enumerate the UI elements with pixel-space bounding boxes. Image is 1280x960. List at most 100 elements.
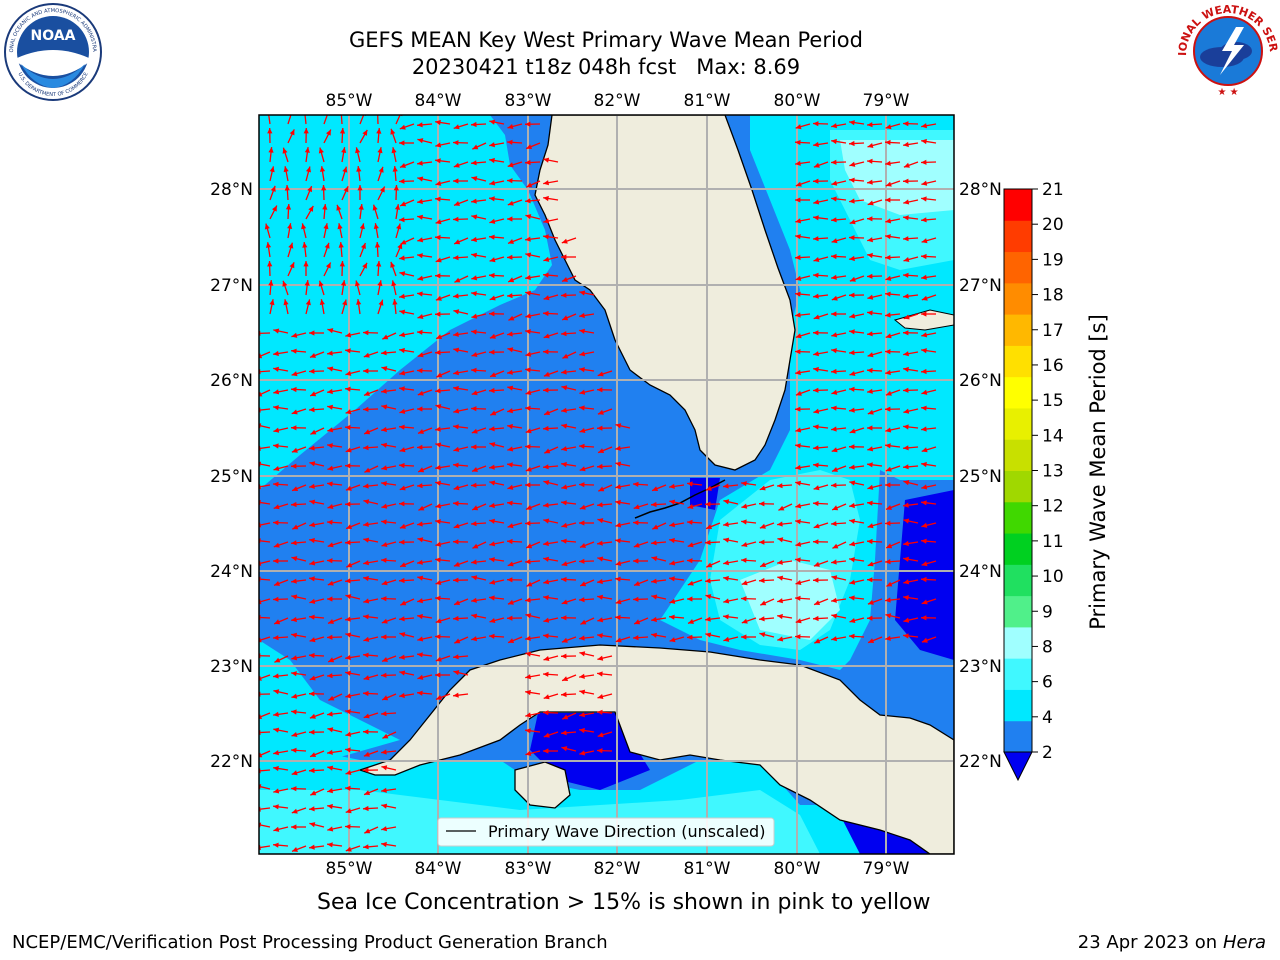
wave-arrow-head	[831, 447, 838, 453]
wave-arrow-head	[525, 367, 531, 373]
wave-arrow-head	[489, 257, 496, 263]
wave-arrow-head	[525, 252, 532, 258]
wave-arrow-head	[543, 387, 549, 393]
wave-arrow-head	[903, 617, 910, 623]
wave-arrow-head	[453, 408, 460, 414]
wave-arrow-head	[327, 765, 334, 771]
wave-arrow-head	[777, 613, 783, 620]
wave-arrow-head	[795, 275, 802, 281]
wave-arrow-head	[795, 618, 802, 624]
wave-arrow-head	[543, 710, 549, 716]
wave-arrow-head	[543, 272, 549, 278]
colorbar-segment	[1004, 282, 1032, 315]
wave-arrow-head	[283, 299, 289, 306]
wave-arrow-head	[273, 328, 280, 334]
wave-arrow-head	[310, 790, 317, 796]
wave-arrow-head	[831, 575, 838, 581]
wave-arrow-head	[562, 676, 569, 681]
wave-arrow-head	[723, 560, 729, 566]
wave-arrow-head	[363, 483, 369, 489]
wave-arrow-head	[489, 557, 495, 563]
wave-arrow-head	[453, 385, 459, 392]
wave-arrow-head	[831, 311, 837, 317]
wave-arrow-head	[507, 423, 513, 430]
lat-label-left: 23°N	[210, 657, 253, 677]
wave-arrow-head	[831, 217, 837, 223]
wave-arrow-head	[417, 237, 424, 243]
lat-label-right: 27°N	[959, 276, 1002, 296]
wave-arrow-head	[813, 366, 819, 373]
wave-arrow-head	[417, 291, 423, 297]
wave-arrow-head	[885, 482, 891, 488]
wave-arrow-head	[288, 242, 294, 249]
wave-arrow-head	[345, 632, 352, 638]
wave-arrow-head	[543, 295, 550, 301]
lon-label-bottom: 80°W	[774, 859, 821, 879]
wave-arrow-head	[543, 732, 550, 738]
wave-arrow-head	[273, 466, 280, 471]
wave-arrow-head	[336, 204, 342, 211]
wave-arrow-head	[322, 204, 328, 210]
wave-arrow-head	[292, 524, 299, 530]
wave-arrow-head	[417, 160, 423, 166]
wave-arrow-head	[741, 503, 748, 509]
wave-arrow-head	[562, 315, 569, 321]
wave-arrow-head	[760, 600, 767, 606]
wave-arrow-head	[291, 556, 298, 562]
lon-label-bottom: 79°W	[863, 859, 910, 879]
footer-date-text: 23 Apr 2023 on	[1077, 932, 1223, 953]
wave-arrow-head	[363, 751, 370, 757]
wave-arrow-head	[435, 541, 442, 547]
wave-arrow-head	[544, 410, 551, 415]
wave-arrow	[259, 408, 271, 411]
footer-date: 23 Apr 2023 on Hera	[1078, 932, 1266, 953]
wave-arrow-head	[723, 598, 730, 604]
wave-arrow-head	[903, 272, 909, 278]
wave-arrow-head	[615, 445, 621, 451]
wave-arrow-head	[291, 616, 297, 623]
lon-label-top: 84°W	[415, 91, 462, 111]
wave-arrow-head	[813, 314, 820, 320]
wave-arrow-head	[273, 350, 279, 357]
svg-text:★ ★: ★ ★	[1217, 87, 1238, 98]
wave-arrow-head	[831, 559, 837, 565]
wave-arrow-head	[543, 234, 549, 240]
wave-arrow-head	[723, 499, 730, 505]
colorbar: 21 20 19 18 17 16 15 14 13 12 11 10 9 8 6 4 2	[1003, 180, 1064, 782]
wave-arrow-head	[867, 523, 874, 529]
wave-arrow-head	[525, 329, 531, 335]
wave-arrow-head	[302, 109, 307, 115]
wave-arrow-head	[633, 520, 639, 526]
wave-arrow-head	[561, 615, 567, 621]
wave-arrow-head	[309, 499, 316, 505]
wave-arrow-head	[813, 408, 820, 414]
wave-arrow	[259, 712, 271, 719]
wave-arrow-head	[309, 844, 315, 850]
wave-arrow-head	[525, 444, 531, 450]
wave-arrow-head	[309, 560, 316, 566]
colorbar-tick-label: 6	[1042, 673, 1053, 693]
wave-arrow-head	[579, 466, 586, 472]
wave-arrow-head	[269, 299, 275, 306]
wave-arrow-head	[381, 388, 387, 394]
wave-arrow-head	[508, 638, 515, 643]
wave-arrow-head	[363, 636, 370, 642]
land-bahamas	[893, 309, 954, 331]
wave-arrow-head	[849, 557, 855, 563]
wave-arrow-head	[795, 503, 802, 509]
wave-arrow-head	[507, 615, 513, 621]
wave-arrow-head	[777, 559, 783, 565]
wave-arrow-head	[417, 559, 423, 565]
map-frame	[258, 114, 955, 855]
field-period-below-2-keys	[690, 478, 720, 510]
wave-arrow-head	[453, 216, 459, 222]
wave-arrow-head	[418, 429, 424, 434]
wave-arrow-head	[525, 750, 532, 756]
wave-arrow-head	[669, 483, 675, 489]
wave-arrow-head	[270, 185, 276, 192]
wave-arrow-head	[759, 539, 765, 545]
wave-arrow-head	[543, 617, 550, 623]
wave-arrow-head	[543, 371, 550, 377]
wave-arrow-head	[579, 520, 585, 526]
wave-arrow-head	[453, 293, 459, 299]
